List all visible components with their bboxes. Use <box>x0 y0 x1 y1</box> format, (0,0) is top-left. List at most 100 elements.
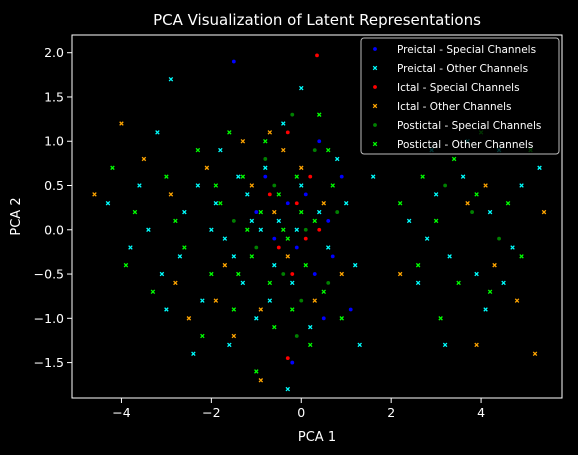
data-point <box>195 147 201 153</box>
data-point <box>325 147 331 153</box>
data-point <box>164 174 169 179</box>
data-point <box>312 272 317 276</box>
data-point <box>474 342 479 348</box>
data-point <box>195 183 201 188</box>
data-point <box>263 165 268 171</box>
data-point <box>254 210 259 214</box>
data-point <box>290 280 295 286</box>
data-point <box>483 307 488 312</box>
data-point <box>258 227 264 233</box>
data-point <box>186 316 192 321</box>
data-point <box>240 138 246 144</box>
data-point <box>128 245 133 250</box>
data-point <box>303 236 308 241</box>
data-point <box>312 148 317 152</box>
data-point <box>209 271 214 277</box>
y-tick-label: −1.0 <box>34 311 64 326</box>
data-point <box>267 130 273 135</box>
data-point <box>258 378 264 383</box>
y-tick-label: 1.0 <box>44 134 64 149</box>
data-point <box>249 183 255 188</box>
legend: Preictal - Special Channels Preictal - Ot… <box>360 37 560 155</box>
data-point <box>397 271 403 277</box>
legend-entry: Postictal - Other Channels <box>397 139 533 151</box>
legend-marker <box>373 85 377 89</box>
data-point <box>433 218 439 224</box>
data-point <box>514 298 520 303</box>
data-point <box>307 342 313 348</box>
data-point <box>218 200 223 206</box>
data-point <box>456 280 461 286</box>
legend-marker <box>373 47 377 51</box>
data-point <box>281 272 286 276</box>
data-point <box>200 298 205 303</box>
data-point <box>330 183 335 188</box>
data-point <box>465 200 470 206</box>
data-point <box>335 210 340 214</box>
data-point <box>263 138 268 144</box>
data-point <box>492 262 497 268</box>
data-point <box>339 316 344 321</box>
data-point <box>191 351 196 356</box>
data-point <box>254 316 259 321</box>
data-point <box>254 369 259 374</box>
data-point <box>299 209 304 215</box>
data-point <box>119 121 124 126</box>
data-point <box>168 77 174 82</box>
y-tick-label: 0.5 <box>44 178 64 193</box>
x-tick-label: −2 <box>202 405 220 420</box>
data-point <box>141 156 147 162</box>
data-point <box>240 174 246 179</box>
data-point <box>258 209 264 215</box>
data-point <box>92 192 97 197</box>
data-point <box>218 147 223 153</box>
legend-entry: Postictal - Special Channels <box>397 120 541 132</box>
data-point <box>294 245 299 250</box>
data-point <box>173 280 178 286</box>
y-tick-label: −1.5 <box>34 355 64 370</box>
data-point <box>406 218 412 224</box>
data-point <box>200 333 205 339</box>
data-point <box>451 156 457 162</box>
data-point <box>173 218 178 224</box>
chart-title: PCA Visualization of Latent Representati… <box>153 11 481 29</box>
data-point <box>397 200 403 206</box>
legend-entry: Ictal - Other Channels <box>397 101 512 113</box>
x-tick-label: 4 <box>477 405 485 420</box>
data-point <box>316 112 322 117</box>
data-point <box>182 245 187 250</box>
y-tick-label: −0.5 <box>34 267 64 282</box>
data-point <box>299 85 304 91</box>
data-point <box>348 307 353 312</box>
data-point <box>182 209 187 215</box>
data-point <box>487 289 493 295</box>
data-point <box>303 192 308 197</box>
data-point <box>155 130 160 135</box>
data-point <box>290 360 295 365</box>
data-point <box>460 174 466 179</box>
data-point <box>263 174 268 179</box>
data-point <box>334 156 340 162</box>
data-point <box>326 219 331 223</box>
data-point <box>285 254 291 259</box>
data-point <box>285 386 291 392</box>
data-point <box>316 209 322 215</box>
legend-entry: Preictal - Other Channels <box>397 63 528 75</box>
legend-marker <box>373 123 377 127</box>
data-point <box>209 227 214 233</box>
data-point <box>137 183 142 188</box>
x-axis-label: PCA 1 <box>298 430 336 445</box>
data-point <box>123 262 129 268</box>
data-point <box>470 210 474 214</box>
data-point <box>240 280 246 286</box>
data-point <box>272 236 277 241</box>
legend-marker <box>372 141 378 147</box>
data-point <box>272 262 277 268</box>
data-point <box>231 59 236 64</box>
data-point <box>236 174 241 179</box>
data-point <box>299 183 304 188</box>
data-point <box>285 201 290 206</box>
data-point <box>290 112 295 117</box>
data-point <box>267 298 273 303</box>
